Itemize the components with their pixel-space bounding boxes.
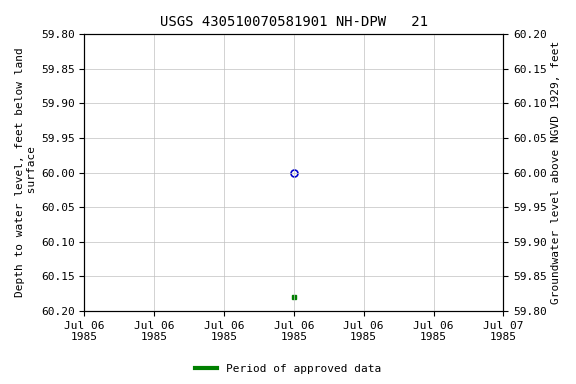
Y-axis label: Depth to water level, feet below land
 surface: Depth to water level, feet below land su…	[15, 48, 37, 298]
Title: USGS 430510070581901 NH-DPW   21: USGS 430510070581901 NH-DPW 21	[160, 15, 428, 29]
Legend: Period of approved data: Period of approved data	[191, 359, 385, 379]
Y-axis label: Groundwater level above NGVD 1929, feet: Groundwater level above NGVD 1929, feet	[551, 41, 561, 304]
